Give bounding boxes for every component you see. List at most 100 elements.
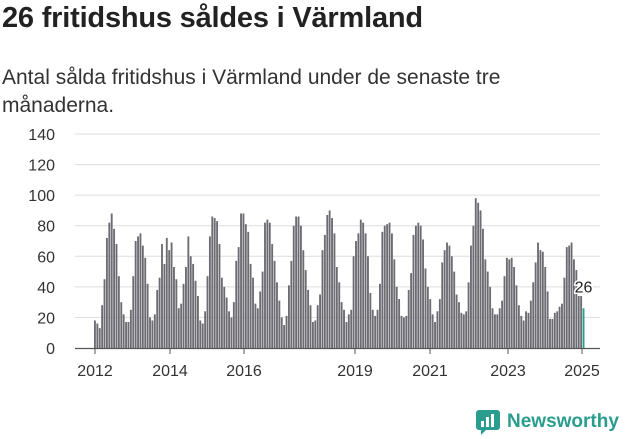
bar — [335, 266, 338, 348]
bar — [489, 286, 492, 348]
y-tick-label: 40 — [37, 280, 55, 297]
bar — [108, 222, 111, 348]
bar — [565, 247, 568, 348]
bar — [482, 228, 484, 348]
bar — [347, 314, 350, 348]
bar — [321, 250, 324, 348]
bar — [498, 308, 501, 348]
bar — [161, 244, 163, 348]
bar — [295, 216, 298, 348]
x-tick-label: 2016 — [226, 363, 262, 380]
bar — [149, 317, 151, 348]
bar — [532, 282, 535, 348]
bar — [556, 311, 559, 348]
bar — [144, 257, 147, 348]
bar — [410, 273, 413, 348]
bar — [273, 260, 276, 348]
bar — [486, 271, 489, 348]
bar — [467, 282, 470, 348]
bar — [326, 215, 329, 348]
bar — [96, 323, 99, 348]
bar — [376, 309, 379, 348]
bar — [208, 236, 211, 348]
y-tick-label: 0 — [46, 341, 55, 358]
bar — [414, 225, 417, 348]
bar — [541, 251, 544, 348]
bar — [156, 289, 159, 348]
bar — [568, 245, 571, 348]
bar — [417, 222, 420, 348]
bar — [345, 322, 348, 348]
bar — [328, 210, 331, 348]
bar — [551, 318, 554, 348]
bar — [302, 250, 305, 348]
bar — [139, 233, 142, 348]
bar — [412, 234, 415, 348]
bar — [213, 218, 216, 348]
bar — [443, 250, 446, 348]
x-tick-label: 2025 — [564, 363, 600, 380]
bar — [194, 280, 197, 348]
bar — [520, 315, 523, 348]
bar — [470, 245, 472, 348]
bar — [438, 299, 441, 348]
bar — [371, 309, 374, 348]
bar — [288, 285, 290, 348]
bar — [266, 219, 269, 348]
bars — [94, 198, 585, 348]
bar — [503, 276, 506, 348]
bar — [261, 271, 264, 348]
bar — [254, 303, 257, 348]
bar — [175, 279, 178, 348]
bar — [158, 277, 161, 348]
bar — [402, 317, 405, 348]
bar — [228, 311, 230, 348]
bar — [316, 305, 319, 348]
bar — [575, 270, 578, 348]
y-tick-label: 60 — [37, 249, 55, 266]
bar — [132, 276, 135, 348]
bar — [182, 283, 185, 348]
x-tick-label: 2014 — [152, 363, 188, 380]
bar — [527, 312, 530, 348]
bar — [105, 237, 108, 348]
bar — [510, 257, 513, 348]
bar — [553, 312, 556, 348]
bar — [199, 320, 202, 348]
bar — [120, 302, 123, 348]
x-tick-label: 2012 — [77, 363, 113, 380]
bar — [276, 282, 278, 348]
bar — [173, 266, 175, 348]
bar — [355, 241, 357, 348]
bar — [419, 225, 422, 348]
bar — [319, 294, 322, 348]
bar — [127, 322, 130, 348]
bar — [429, 299, 432, 348]
bar — [103, 279, 106, 348]
bar — [465, 311, 468, 348]
bar — [561, 303, 563, 348]
bar — [398, 299, 401, 348]
brand-name: Newsworthy — [507, 411, 619, 432]
bar — [201, 323, 204, 348]
bar — [352, 256, 355, 348]
bar — [271, 244, 274, 348]
newsworthy-logo-icon — [476, 410, 500, 435]
bar — [393, 259, 396, 348]
bar — [517, 305, 520, 348]
bar — [431, 314, 434, 348]
axes — [75, 347, 600, 354]
bar — [204, 311, 207, 348]
bar — [529, 300, 532, 348]
bar — [563, 277, 566, 348]
chart-subtitle: Antal sålda fritidshus i Värmland under … — [2, 66, 501, 117]
bar — [537, 242, 539, 348]
brand-logo[interactable]: Newsworthy — [475, 407, 619, 437]
bar — [110, 213, 113, 348]
bar — [338, 282, 341, 348]
bar — [240, 213, 242, 348]
bar — [407, 289, 410, 348]
bar — [544, 266, 547, 348]
bar — [395, 286, 398, 348]
bar — [125, 322, 128, 348]
